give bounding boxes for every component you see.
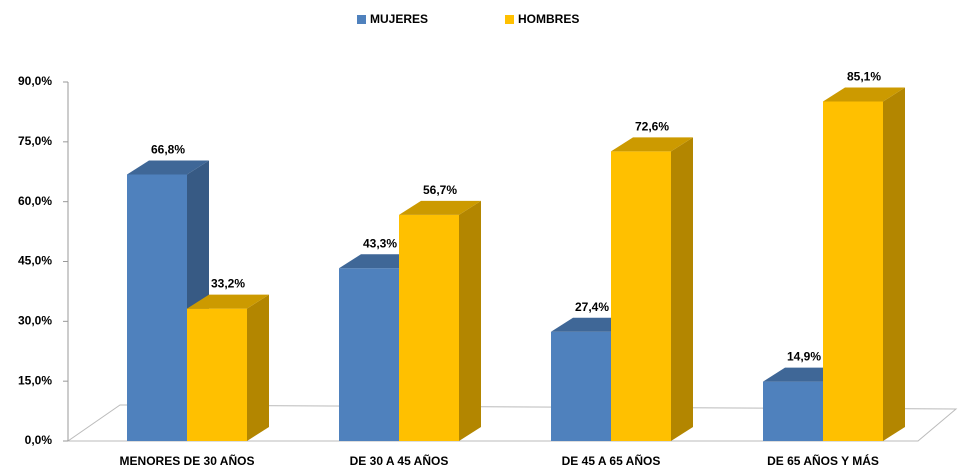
bar-front (763, 381, 823, 441)
x-tick-label: DE 30 A 45 AÑOS (350, 453, 449, 468)
y-tick-label: 90,0% (18, 74, 52, 88)
value-label: 72,6% (635, 120, 669, 134)
bar-front (187, 308, 247, 441)
bar (187, 294, 269, 441)
bar-side (671, 137, 693, 441)
x-tick-label: DE 45 A 65 AÑOS (562, 453, 661, 468)
y-tick-label: 15,0% (18, 373, 52, 387)
value-label: 27,4% (575, 300, 609, 314)
legend-swatch (357, 15, 366, 24)
legend-label: HOMBRES (518, 12, 579, 26)
value-label: 33,2% (211, 277, 245, 291)
bar-front (127, 174, 187, 441)
bar (399, 200, 481, 441)
bar-side (247, 294, 269, 441)
bar-side (883, 87, 905, 441)
y-tick-label: 45,0% (18, 254, 52, 268)
y-tick-label: 75,0% (18, 134, 52, 148)
bar-top (127, 160, 209, 175)
bar-front (399, 214, 459, 441)
value-label: 66,8% (151, 143, 185, 157)
bar-front (339, 268, 399, 441)
x-tick-label: DE 65 AÑOS Y MÁS (767, 453, 879, 468)
y-tick-label: 60,0% (18, 194, 52, 208)
value-label: 85,1% (847, 70, 881, 84)
bar-front (823, 101, 883, 441)
y-tick-label: 0,0% (25, 433, 53, 447)
legend-swatch (505, 15, 514, 24)
legend-label: MUJERES (370, 12, 428, 26)
y-tick-label: 30,0% (18, 314, 52, 328)
value-label: 43,3% (363, 236, 397, 250)
bar-top (187, 294, 269, 309)
bar-side (459, 200, 481, 441)
bar-front (551, 331, 611, 441)
bar-top (399, 200, 481, 215)
bar-top (611, 137, 693, 152)
value-label: 56,7% (423, 183, 457, 197)
bar-top (823, 87, 905, 102)
bar (823, 87, 905, 441)
bar-front (611, 151, 671, 441)
value-label: 14,9% (787, 350, 821, 364)
x-tick-label: MENORES DE 30 AÑOS (120, 453, 255, 468)
bar (611, 137, 693, 441)
